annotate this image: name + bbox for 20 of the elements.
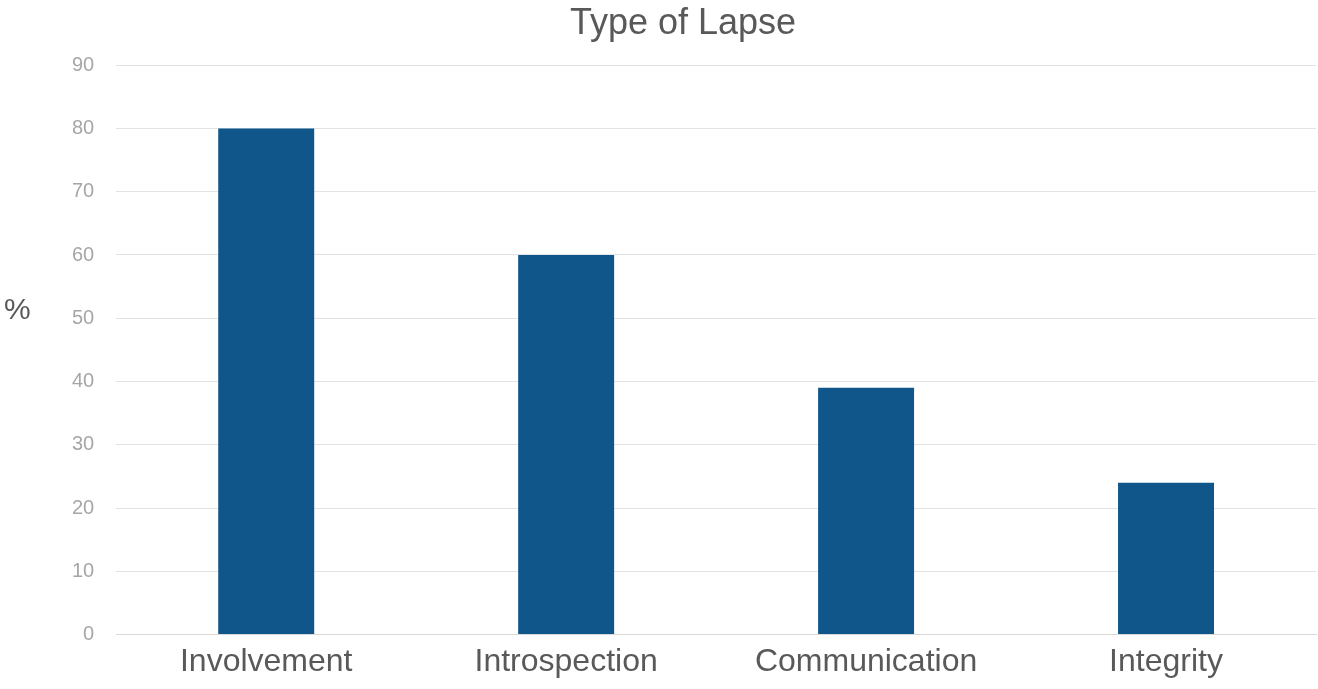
y-tick-label: 80 — [72, 115, 95, 138]
y-tick-label: 40 — [72, 369, 95, 392]
chart-title: Type of Lapse — [569, 0, 797, 42]
bar — [518, 255, 615, 635]
y-tick-label: 10 — [72, 558, 95, 581]
x-tick-label: Involvement — [179, 641, 353, 678]
x-tick-label: Communication — [754, 641, 978, 678]
y-tick-label: 70 — [72, 179, 95, 202]
y-axis-title: % — [4, 292, 31, 326]
bar — [818, 387, 915, 635]
y-tick-label: 60 — [72, 242, 95, 265]
y-tick-label: 30 — [72, 432, 95, 455]
bar — [1118, 482, 1215, 635]
x-tick-label: Integrity — [1109, 641, 1223, 678]
x-tick-label: Introspection — [474, 641, 658, 678]
y-tick-label: 50 — [72, 305, 95, 328]
y-tick-label: 90 — [72, 52, 95, 75]
y-tick-label: 0 — [83, 622, 95, 645]
y-tick-label: 20 — [72, 495, 95, 518]
bar — [218, 128, 315, 635]
